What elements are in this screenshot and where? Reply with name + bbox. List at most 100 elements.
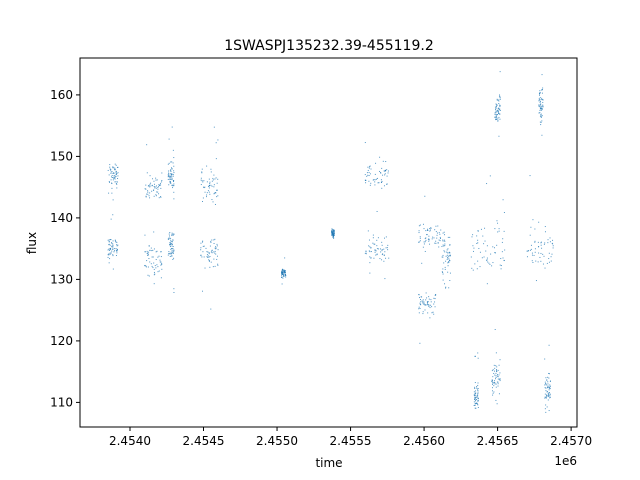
data-point — [156, 264, 158, 266]
data-point — [109, 164, 111, 166]
data-point — [374, 251, 376, 253]
data-point — [379, 156, 381, 158]
data-point — [534, 228, 536, 230]
data-point — [384, 174, 386, 176]
data-point — [537, 261, 539, 263]
data-point — [552, 247, 554, 249]
data-point — [214, 252, 216, 254]
data-point — [446, 249, 448, 251]
data-point — [442, 239, 444, 241]
data-point — [171, 168, 173, 170]
data-point — [448, 252, 450, 254]
data-point — [444, 266, 446, 268]
data-point — [283, 269, 285, 271]
data-point — [476, 268, 478, 270]
data-point — [544, 397, 546, 399]
data-point — [110, 252, 112, 254]
data-point — [495, 106, 497, 108]
data-point — [282, 268, 284, 270]
data-point — [437, 242, 439, 244]
data-point — [545, 390, 547, 392]
data-point — [447, 271, 449, 273]
data-point — [474, 395, 476, 397]
data-point — [205, 247, 207, 249]
data-point — [152, 178, 154, 180]
data-point — [384, 173, 386, 175]
data-point — [378, 248, 380, 250]
data-point — [168, 173, 170, 175]
data-point — [167, 178, 169, 180]
data-point — [383, 185, 385, 187]
data-point — [159, 182, 161, 184]
data-point — [145, 265, 147, 267]
data-point — [447, 265, 449, 267]
data-point — [387, 170, 389, 172]
data-point — [160, 277, 162, 279]
data-point — [212, 201, 214, 203]
data-point — [443, 262, 445, 264]
data-point — [158, 185, 160, 187]
data-point — [442, 268, 444, 270]
data-point — [477, 406, 479, 408]
data-point — [169, 242, 171, 244]
data-point — [549, 397, 551, 399]
data-point — [538, 98, 540, 100]
data-point — [491, 370, 493, 372]
data-point — [384, 278, 386, 280]
data-point — [540, 108, 542, 110]
data-point — [114, 240, 116, 242]
data-point — [283, 272, 285, 274]
data-point — [367, 169, 369, 171]
data-point — [369, 166, 371, 168]
data-point — [369, 262, 371, 264]
data-point — [419, 297, 421, 299]
data-point — [540, 121, 542, 123]
data-point — [171, 126, 173, 128]
data-point — [169, 180, 171, 182]
data-point — [526, 256, 528, 258]
data-point — [552, 245, 554, 247]
data-point — [172, 258, 174, 260]
data-point — [381, 180, 383, 182]
data-point — [372, 237, 374, 239]
data-point — [110, 248, 112, 250]
data-point — [499, 97, 501, 99]
data-point — [156, 250, 158, 252]
data-point — [116, 252, 118, 254]
data-point — [212, 179, 214, 181]
data-point — [419, 307, 421, 309]
data-point — [210, 240, 212, 242]
data-point — [170, 240, 172, 242]
data-point — [203, 180, 205, 182]
data-point — [381, 244, 383, 246]
data-point — [496, 105, 498, 107]
data-point — [369, 165, 371, 167]
data-point — [380, 172, 382, 174]
data-point — [443, 245, 445, 247]
data-point — [532, 262, 534, 263]
data-point — [502, 257, 504, 259]
data-point — [213, 174, 215, 176]
data-point — [418, 312, 420, 314]
data-point — [442, 244, 444, 246]
data-point — [419, 302, 421, 304]
data-point — [376, 239, 378, 241]
data-point — [544, 387, 546, 389]
data-point — [476, 235, 478, 237]
data-point — [548, 261, 550, 263]
data-point — [385, 236, 387, 238]
data-point — [153, 185, 155, 187]
data-point — [116, 248, 118, 250]
data-point — [448, 256, 450, 258]
data-point — [113, 167, 115, 169]
data-point — [332, 234, 334, 236]
data-point — [333, 229, 335, 231]
data-point — [108, 241, 110, 243]
data-point — [108, 181, 110, 183]
data-point — [173, 257, 175, 259]
data-point — [112, 199, 114, 201]
data-point — [284, 271, 286, 273]
data-point — [538, 246, 540, 248]
data-point — [373, 257, 375, 259]
data-point — [444, 245, 446, 247]
